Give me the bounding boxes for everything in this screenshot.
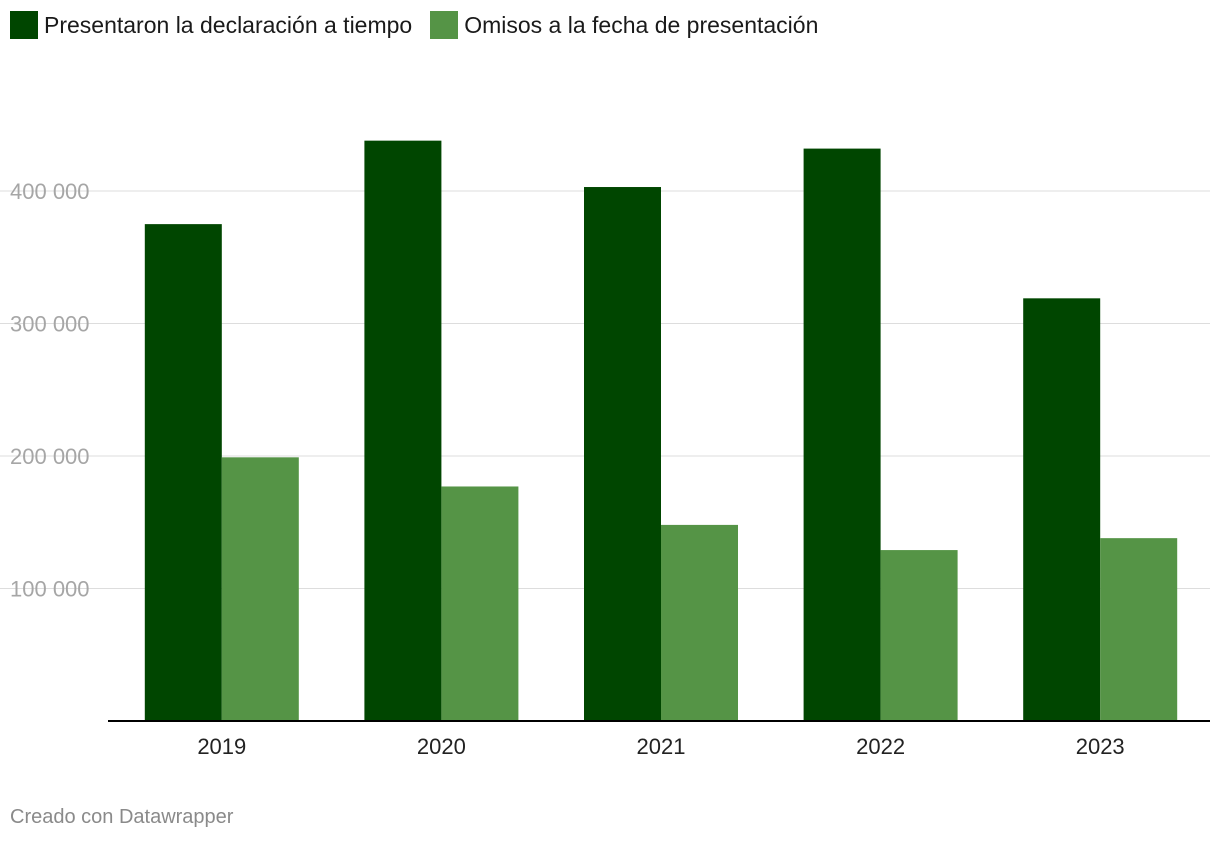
legend-swatch-series-2 [430, 11, 459, 39]
x-tick-label: 2019 [197, 734, 246, 759]
bar-presentaron-2022 [803, 148, 881, 722]
bar-presentaron-2019 [144, 224, 222, 721]
footer-credit: Creado con Datawrapper [10, 806, 234, 828]
bar-omisos-2020 [441, 486, 519, 721]
y-tick-label: 300 000 [10, 312, 90, 337]
bar-omisos-2021 [661, 524, 738, 721]
bar-omisos-2019 [221, 457, 299, 721]
bar-presentaron-2021 [584, 187, 661, 721]
x-tick-label: 2021 [637, 734, 686, 759]
legend-item-series-1: Presentaron la declaración a tiempo [10, 11, 412, 39]
y-tick-label: 200 000 [10, 444, 90, 469]
x-tick-label: 2023 [1076, 734, 1125, 759]
bar-omisos-2023 [1100, 538, 1178, 721]
legend-label-series-2: Omisos a la fecha de presentación [464, 11, 819, 38]
legend-swatch-series-1 [10, 11, 38, 39]
bar-omisos-2022 [880, 550, 958, 721]
legend-label-series-1: Presentaron la declaración a tiempo [44, 11, 413, 38]
bar-presentaron-2023 [1023, 298, 1101, 721]
y-tick-label: 100 000 [10, 577, 90, 602]
legend: Presentaron la declaración a tiempo Omis… [10, 11, 836, 39]
legend-item-series-2: Omisos a la fecha de presentación [430, 11, 818, 39]
y-tick-label: 400 000 [10, 179, 90, 204]
x-tick-label: 2022 [856, 734, 905, 759]
x-tick-label: 2020 [417, 734, 466, 759]
bar-presentaron-2020 [364, 140, 442, 721]
